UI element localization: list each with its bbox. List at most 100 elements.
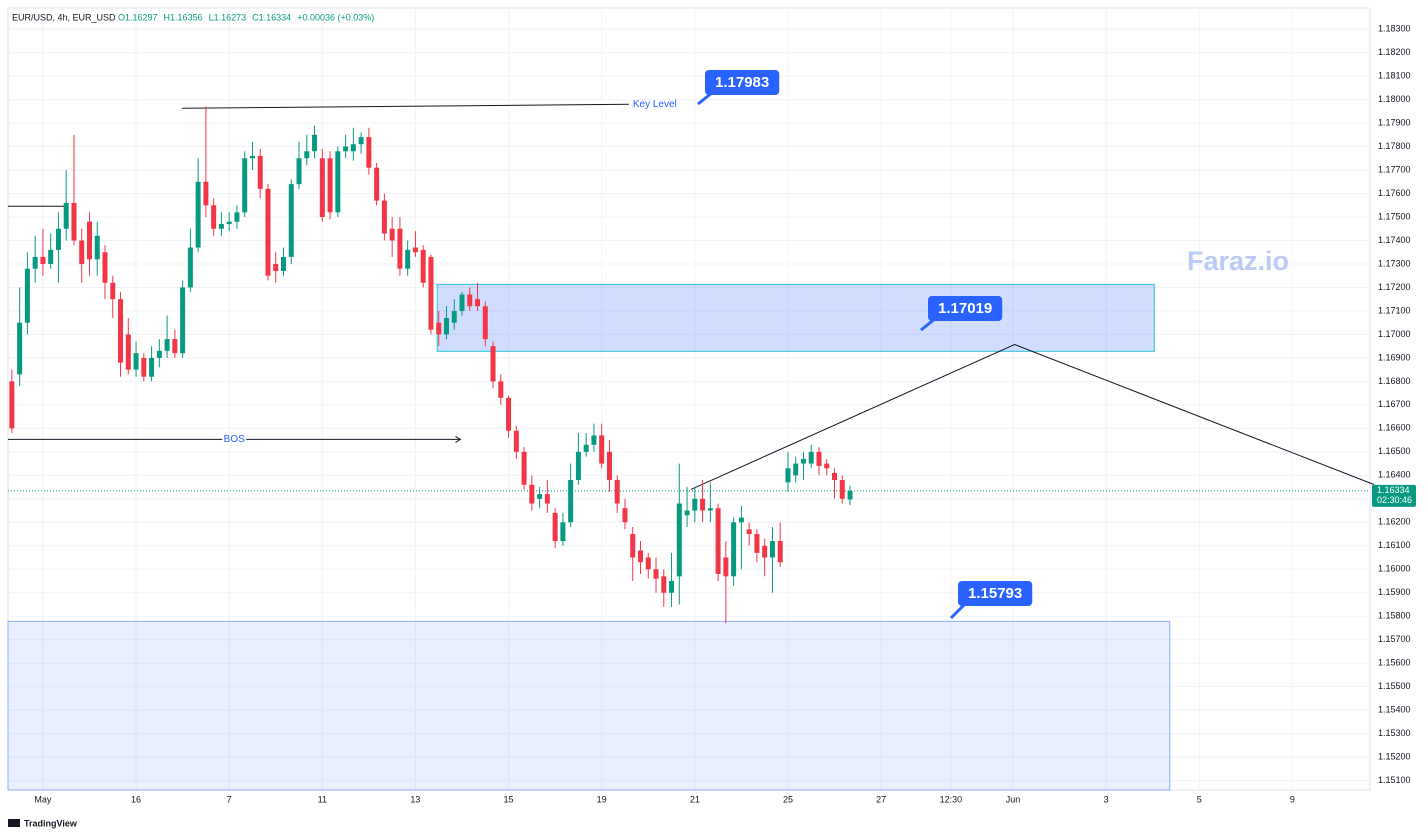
candle-body — [172, 339, 178, 354]
callout-label: 1.17019 — [938, 300, 992, 317]
candle-body — [381, 200, 387, 234]
candle-body — [475, 299, 481, 307]
y-tick-label: 1.15100 — [1378, 775, 1411, 785]
callout-label: 1.17983 — [715, 74, 769, 91]
candle-body — [769, 541, 775, 558]
y-tick-label: 1.15900 — [1378, 587, 1411, 597]
candle-body — [335, 151, 341, 213]
candle-body — [164, 339, 170, 351]
candle-body — [40, 256, 46, 264]
candle-body — [226, 221, 232, 225]
drawn-line — [181, 103, 629, 109]
candle-body — [746, 529, 752, 535]
candle-body — [723, 557, 729, 577]
candle-body — [599, 435, 605, 464]
candle-body — [312, 134, 318, 152]
y-tick-label: 1.17500 — [1378, 211, 1411, 221]
candle-body — [304, 151, 310, 159]
quote-value: H1.16356 — [164, 12, 203, 22]
x-tick-label: 13 — [410, 794, 420, 804]
brand-logo — [8, 819, 20, 827]
candle-body — [568, 480, 574, 523]
y-tick-label: 1.16700 — [1378, 399, 1411, 409]
callout-box — [958, 581, 1033, 606]
candle-body — [777, 541, 783, 563]
quote-value: C1.16334 — [252, 12, 291, 22]
candle-body — [420, 249, 426, 283]
zone — [7, 620, 1171, 791]
candle-body — [358, 137, 364, 145]
x-tick-label: 27 — [876, 794, 886, 804]
candle-body — [490, 346, 496, 382]
candle-body — [265, 188, 271, 276]
candle-body — [242, 158, 248, 213]
candle-body — [79, 240, 85, 264]
candle-body — [405, 249, 411, 269]
y-tick-label: 1.16400 — [1378, 470, 1411, 480]
candle-body — [832, 472, 838, 481]
callout-box — [928, 296, 1003, 321]
candle-body — [9, 381, 15, 429]
candle-body — [684, 510, 690, 516]
candle-body — [94, 235, 100, 260]
candle-body — [125, 334, 131, 370]
candle-body — [133, 353, 139, 370]
callout-label: 1.15793 — [968, 585, 1022, 602]
candle-body — [389, 228, 395, 241]
candle-body — [816, 451, 822, 466]
candle-body — [482, 306, 488, 340]
candle-body — [195, 181, 201, 248]
brand: TradingView — [24, 818, 78, 828]
y-tick-label: 1.17900 — [1378, 117, 1411, 127]
candle-body — [467, 294, 473, 307]
y-tick-label: 1.17000 — [1378, 329, 1411, 339]
candle-body — [350, 144, 356, 152]
callout-box — [705, 70, 780, 95]
x-tick-label: 25 — [783, 794, 793, 804]
candle-body — [459, 294, 465, 311]
y-tick-label: 1.16600 — [1378, 423, 1411, 433]
quote-value: +0.00036 (+0.03%) — [297, 12, 374, 22]
candle-body — [715, 508, 721, 574]
candle-body — [327, 158, 333, 213]
candle-body — [366, 137, 372, 168]
candle-body — [71, 202, 77, 241]
candle-body — [451, 310, 457, 323]
plot — [7, 8, 1375, 791]
candle-body — [48, 249, 54, 264]
candle-body — [180, 287, 186, 354]
y-tick-label: 1.16200 — [1378, 517, 1411, 527]
candle-body — [110, 282, 116, 300]
y-tick-label: 1.16100 — [1378, 540, 1411, 550]
candle-body — [187, 247, 193, 288]
candle-body — [102, 252, 108, 283]
y-tick-label: 1.15500 — [1378, 681, 1411, 691]
candle-body — [754, 534, 760, 553]
x-tick-label: 15 — [504, 794, 514, 804]
candle-body — [614, 480, 620, 504]
candle-body — [412, 247, 418, 253]
x-tick-label: 3 — [1104, 794, 1109, 804]
y-tick-label: 1.17700 — [1378, 164, 1411, 174]
candle-body — [700, 498, 706, 511]
y-tick-label: 1.17400 — [1378, 235, 1411, 245]
y-tick-label: 1.17100 — [1378, 305, 1411, 315]
candle-body — [397, 228, 403, 269]
candle-body — [203, 181, 209, 206]
candle-body — [785, 468, 791, 483]
candle-body — [544, 494, 550, 504]
candle-body — [824, 463, 830, 469]
candle-body — [669, 580, 675, 593]
candle-body — [319, 158, 325, 218]
drawn-line — [690, 343, 1375, 490]
candle-body — [521, 451, 527, 485]
candle-body — [591, 435, 597, 445]
candle-body — [118, 299, 124, 363]
candle-body — [273, 263, 279, 272]
x-tick-label: 19 — [597, 794, 607, 804]
candle-body — [606, 451, 612, 481]
candle-body — [583, 444, 589, 452]
candle-body — [149, 357, 155, 377]
